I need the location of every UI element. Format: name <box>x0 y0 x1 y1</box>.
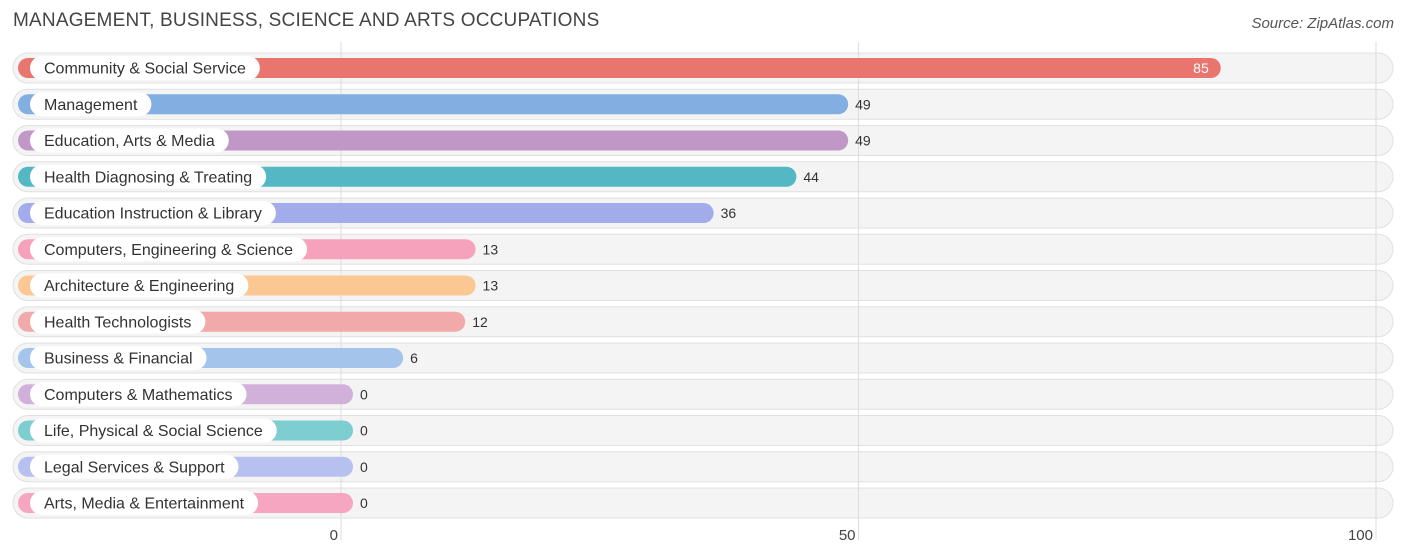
bar-label-pill <box>30 92 152 117</box>
tick-label: 50 <box>839 527 856 544</box>
bar-label-pill <box>30 346 207 370</box>
bar-label: Computers, Engineering & Science <box>44 242 293 259</box>
value-label: 0 <box>360 495 368 511</box>
bar-label: Life, Physical & Social Science <box>44 423 263 440</box>
bar-label-pill <box>30 164 267 189</box>
bar-label: Education, Arts & Media <box>44 133 215 150</box>
bar-label: Management <box>44 97 138 114</box>
bar-label: Computers & Mathematics <box>44 387 233 404</box>
bar-label-pill <box>30 128 229 153</box>
bar-label-pill <box>30 273 249 298</box>
bar-label: Business & Financial <box>44 351 193 368</box>
bar-label: Architecture & Engineering <box>44 278 234 295</box>
value-label: 0 <box>360 386 368 402</box>
value-label: 49 <box>855 96 871 112</box>
value-label: 44 <box>803 169 819 185</box>
value-label: 0 <box>360 423 368 439</box>
value-label: 13 <box>483 241 499 257</box>
row-background <box>12 378 1394 410</box>
bar-label: Health Technologists <box>44 314 191 331</box>
row-background <box>12 451 1394 483</box>
value-label: 13 <box>483 278 499 294</box>
bar <box>18 58 1221 78</box>
tick-label: 100 <box>1348 527 1373 544</box>
bar-label: Education Instruction & Library <box>44 206 262 223</box>
bar-label-pill <box>30 56 260 80</box>
bar-label-pill <box>30 201 276 225</box>
bar-label: Community & Social Service <box>44 61 246 78</box>
bar-label-pill <box>30 382 247 407</box>
bar-label: Legal Services & Support <box>44 459 225 476</box>
value-label: 6 <box>410 350 418 366</box>
value-label: 0 <box>360 459 368 475</box>
bar-label-pill <box>30 309 206 334</box>
bar-label-pill <box>30 491 259 515</box>
tick-label: 0 <box>330 527 338 544</box>
value-label: 49 <box>855 133 871 149</box>
bar-label: Health Diagnosing & Treating <box>44 169 252 186</box>
bar-label-pill <box>30 418 277 443</box>
row-background <box>12 487 1394 519</box>
row-background <box>12 415 1394 446</box>
source-label: Source: ZipAtlas.com <box>1251 15 1394 32</box>
bar-label: Arts, Media & Entertainment <box>44 496 245 513</box>
value-label: 12 <box>472 314 488 330</box>
bar-label-pill <box>30 237 308 262</box>
chart-title: MANAGEMENT, BUSINESS, SCIENCE AND ARTS O… <box>13 10 600 31</box>
value-label: 85 <box>1193 60 1209 76</box>
bar <box>18 94 849 115</box>
value-label: 36 <box>721 205 737 221</box>
bar-label-pill <box>30 454 239 479</box>
